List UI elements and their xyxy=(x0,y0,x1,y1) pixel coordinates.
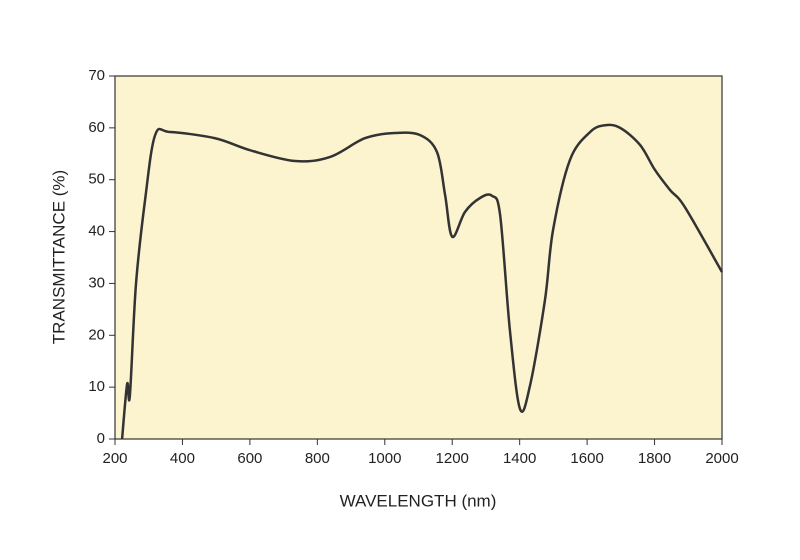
x-tick-label: 1400 xyxy=(503,450,536,467)
x-tick-label: 1600 xyxy=(570,450,603,467)
x-tick-label: 1000 xyxy=(368,450,401,467)
line xyxy=(120,123,724,440)
y-axis-title: TRANSMITTANCE (%) xyxy=(49,170,68,344)
x-tick-label: 200 xyxy=(102,450,127,467)
x-tick-label: 1800 xyxy=(638,450,671,467)
plot-area xyxy=(114,75,723,440)
y-tick-label: 40 xyxy=(88,223,105,240)
x-tick-label: 1200 xyxy=(436,450,469,467)
x-tick-label: 800 xyxy=(305,450,330,467)
y-tick-label: 60 xyxy=(88,119,105,136)
x-axis-title: WAVELENGTH (nm) xyxy=(340,491,497,510)
y-tick-label: 20 xyxy=(88,326,105,343)
y-tick-label: 10 xyxy=(88,378,105,395)
y-tick-label: 50 xyxy=(88,171,105,188)
x-tick-label: 600 xyxy=(237,450,262,467)
y-tick-label: 0 xyxy=(97,430,105,447)
y-tick-label: 70 xyxy=(88,67,105,84)
x-tick-label: 2000 xyxy=(705,450,738,467)
y-tick-label: 30 xyxy=(88,274,105,291)
x-tick-label: 400 xyxy=(170,450,195,467)
